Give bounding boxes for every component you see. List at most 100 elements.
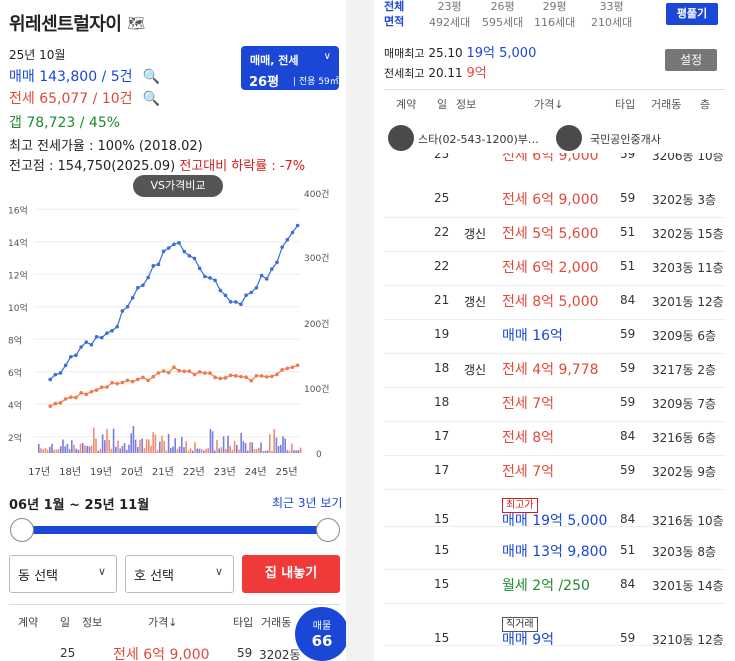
dong-select[interactable]: 동 선택 ∨ xyxy=(9,555,117,593)
th-dong[interactable]: 거래동 xyxy=(261,616,292,629)
data-point xyxy=(228,373,233,378)
data-point xyxy=(218,288,223,293)
th-type[interactable]: 타입 xyxy=(233,616,254,629)
th-contract[interactable]: 계약 xyxy=(18,616,39,629)
volume-bar xyxy=(53,449,55,453)
table-row[interactable]: 17 전세 8억 84 3216동 6층 xyxy=(374,422,735,456)
vs-compare-button[interactable]: VS가격비교 xyxy=(133,175,223,197)
data-point xyxy=(84,392,89,397)
x-tick: 25년 xyxy=(276,466,298,478)
th-type[interactable]: 타입 xyxy=(615,98,636,111)
row-tag-badge: 직거래 xyxy=(502,617,538,632)
th-price[interactable]: 가격↓ xyxy=(534,98,564,111)
tab-size-33평[interactable]: 33평 210세대 xyxy=(591,0,633,29)
row-dong: 3210동 12층 xyxy=(652,633,724,647)
range-slider-start-handle[interactable] xyxy=(10,518,34,542)
th-floor[interactable]: 층 xyxy=(700,98,711,111)
row-day: 17 xyxy=(434,429,450,443)
type-selector[interactable]: 매매, 전세 ∨ 26평 | 전용 59㎡ xyxy=(241,46,339,90)
x-tick: 21년 xyxy=(152,466,174,478)
recent-3y-link[interactable]: 최근 3년 보기 xyxy=(272,496,343,510)
volume-bar xyxy=(86,445,88,453)
th-info[interactable]: 정보 xyxy=(456,98,477,111)
th-day[interactable]: 일 xyxy=(437,98,448,111)
volume-bar xyxy=(227,435,229,453)
data-point xyxy=(69,354,73,359)
data-point xyxy=(285,237,290,242)
th-dong[interactable]: 거래동 xyxy=(651,98,682,111)
row-info: 갱신 xyxy=(464,227,487,241)
table-row[interactable]: 15 직거래 매매 9억 59 3210동 12층 xyxy=(374,612,735,648)
data-point xyxy=(233,374,238,378)
table-row[interactable]: 22 갱신 전세 5억 5,600 51 3202동 15층 xyxy=(374,218,735,252)
data-point xyxy=(146,378,150,383)
table-row[interactable]: 25 전세 6억 9,000 59 3206동 10층 xyxy=(374,153,735,167)
volume-bar xyxy=(174,438,176,453)
row-type: 84 xyxy=(620,577,636,591)
agent-name[interactable]: 국민공인중개사 xyxy=(590,133,661,146)
listing-count-bubble[interactable]: 매물 66 xyxy=(295,607,346,661)
table-row[interactable]: 15 매매 13억 9,800 51 3203동 8층 xyxy=(374,536,735,570)
volume-bar xyxy=(183,447,185,453)
y-left-tick: 6억 xyxy=(8,367,22,379)
data-point xyxy=(84,340,89,344)
th-contract[interactable]: 계약 xyxy=(396,98,417,111)
volume-bar xyxy=(253,449,256,453)
table-row[interactable]: 15 최고가 매매 19억 5,000 84 3216동 10층 xyxy=(374,493,735,529)
table-row[interactable]: 22 전세 6억 2,000 51 3203동 11층 xyxy=(374,252,735,286)
x-tick: 20년 xyxy=(121,466,143,478)
volume-bar xyxy=(101,434,104,453)
data-point xyxy=(197,266,202,271)
row-day: 25 xyxy=(434,153,450,161)
table-row[interactable]: 15 월세 2억 /250 84 3201동 14층 xyxy=(374,570,735,604)
data-point xyxy=(151,374,156,379)
row-dong: 3216동 10층 xyxy=(652,514,724,528)
th-day[interactable]: 일 xyxy=(60,616,71,629)
row-dong: 3203동 8층 xyxy=(652,545,717,559)
range-slider-track[interactable] xyxy=(18,526,330,534)
data-point xyxy=(74,353,78,357)
volume-bar xyxy=(128,444,130,453)
volume-bar xyxy=(178,446,181,453)
data-point xyxy=(264,375,269,379)
tab-all[interactable]: 전체 xyxy=(384,0,405,13)
divider xyxy=(9,604,340,605)
range-slider-end-handle[interactable] xyxy=(316,518,340,542)
table-row[interactable]: 17 전세 7억 59 3202동 9층 xyxy=(374,456,735,490)
row-day: 19 xyxy=(434,327,450,341)
x-tick: 18년 xyxy=(59,466,81,478)
settings-button[interactable]: 설정 xyxy=(665,49,717,71)
tab-size-29평[interactable]: 29평 116세대 xyxy=(534,0,576,29)
search-icon[interactable]: 🔍 xyxy=(142,91,160,107)
row-day: 18 xyxy=(434,361,450,375)
row-price: 전세 8억 5,000 xyxy=(502,294,599,310)
volume-bar xyxy=(117,440,119,453)
y-left-tick: 12억 xyxy=(8,269,28,281)
table-row[interactable]: 21 갱신 전세 8억 5,000 84 3201동 12층 xyxy=(374,286,735,320)
tab-size-26평[interactable]: 26평 595세대 xyxy=(482,0,524,29)
row-price: 전세 6억 2,000 xyxy=(502,260,599,276)
agent-name[interactable]: 스타(02-543-1200)부… xyxy=(418,133,539,146)
pyeong-toggle-button[interactable]: 평풀기 xyxy=(666,3,718,25)
ho-select[interactable]: 호 선택 ∨ xyxy=(125,555,234,593)
table-row[interactable]: 19 매매 16억 59 3209동 6층 xyxy=(374,320,735,354)
data-point xyxy=(192,256,197,261)
map-icon[interactable]: 🗺 xyxy=(127,16,145,32)
volume-bar xyxy=(95,438,97,453)
table-row[interactable]: 18 전세 7억 59 3209동 7층 xyxy=(374,388,735,422)
table-row[interactable]: 18 갱신 전세 4억 9,778 59 3217동 2층 xyxy=(374,354,735,388)
data-point xyxy=(136,377,140,382)
volume-bar xyxy=(297,450,300,453)
data-point xyxy=(53,401,58,406)
volume-bar xyxy=(211,431,214,453)
th-price[interactable]: 가격↓ xyxy=(148,616,178,629)
tab-size-23평[interactable]: 23평 492세대 xyxy=(429,0,471,29)
list-house-button[interactable]: 집 내놓기 xyxy=(242,555,340,593)
tab-area[interactable]: 면적 xyxy=(384,15,405,28)
search-icon[interactable]: 🔍 xyxy=(142,69,160,85)
table-row[interactable]: 25 전세 6억 9,000 59 3202동 3층 xyxy=(374,184,735,218)
volume-bar xyxy=(44,447,47,453)
th-info[interactable]: 정보 xyxy=(82,616,103,629)
volume-bar xyxy=(51,443,53,453)
row-type: 59 xyxy=(620,191,636,205)
